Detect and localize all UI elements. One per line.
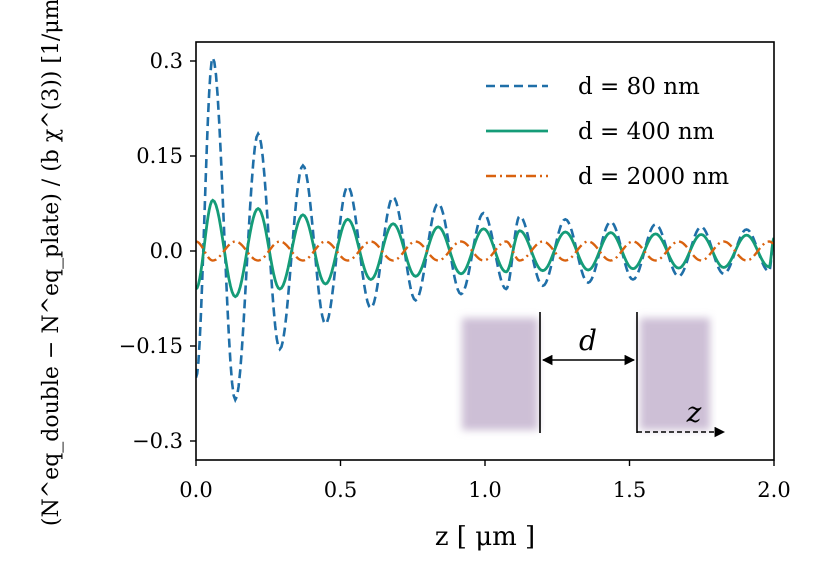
y-tick-label-1: 0.15: [136, 144, 183, 168]
y-tick-label-2: 0.0: [150, 239, 183, 263]
z-axis-label: z: [686, 396, 702, 429]
series-layer: [196, 53, 774, 404]
x-tick-label-2: 1.0: [468, 478, 501, 502]
y-tick-label-4: −0.3: [132, 429, 183, 453]
y-ticks: 0.3 0.15 0.0 −0.15 −0.3: [119, 49, 196, 453]
inset-schematic: d z: [462, 312, 726, 438]
y-tick-label-3: −0.15: [119, 334, 183, 358]
series-line-d2000nm: [196, 240, 774, 262]
x-tick-label-1: 0.5: [324, 478, 357, 502]
legend: d = 80 nm d = 400 nm d = 2000 nm: [486, 74, 729, 190]
right-plate: [640, 318, 710, 430]
x-tick-label-0: 0.0: [179, 478, 212, 502]
series-line-d400nm: [196, 198, 774, 299]
legend-label-d400nm: d = 400 nm: [578, 119, 715, 145]
left-plate: [462, 318, 538, 430]
y-tick-label-0: 0.3: [150, 49, 183, 73]
x-ticks: 0.0 0.5 1.0 1.5 2.0: [179, 460, 791, 502]
legend-label-d80nm: d = 80 nm: [578, 74, 700, 100]
x-tick-label-3: 1.5: [613, 478, 646, 502]
y-axis-label: (N^eq_double − N^eq_plate) / (b χ^(3)) […: [39, 0, 64, 526]
gap-label: d: [579, 324, 597, 357]
x-tick-label-4: 2.0: [757, 478, 790, 502]
x-axis-label: z [ μm ]: [435, 522, 535, 552]
legend-label-d2000nm: d = 2000 nm: [578, 164, 729, 190]
